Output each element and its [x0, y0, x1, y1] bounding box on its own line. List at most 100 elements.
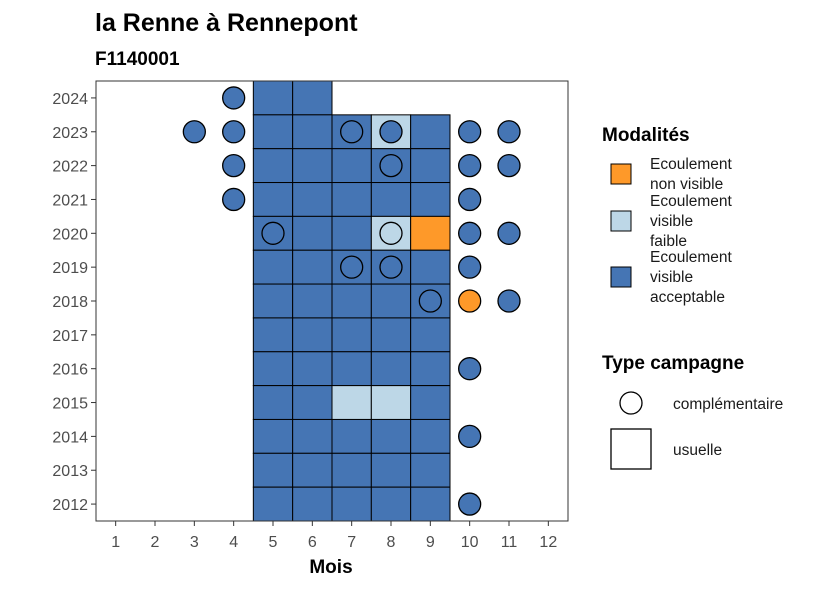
point-2021-10: [458, 187, 482, 212]
usuelle-tiles: [252, 80, 451, 522]
tile-2024-6: [292, 80, 333, 116]
chart-subtitle: F1140001: [95, 49, 180, 70]
legend-key-faible: [610, 210, 632, 232]
y-tick-label: 2021: [52, 192, 88, 209]
tile-2017-5: [252, 317, 294, 353]
tile-2012-6: [292, 486, 333, 522]
x-tick-label: 6: [308, 534, 317, 551]
y-axis: 2012 2013 2014 2015 2016 2017 2018 2019 2020 2021…: [52, 91, 96, 514]
point-2023-10: [458, 120, 482, 144]
point-2019-10: [458, 255, 482, 279]
tile-2020-7: [331, 215, 372, 251]
legend-type: complémentaire usuelle: [610, 391, 783, 470]
point-2022-8: [379, 153, 403, 178]
point-2018-10: [458, 289, 482, 313]
x-tick-label: 3: [190, 534, 199, 551]
tile-2014-8: [370, 418, 412, 454]
tile-2013-6: [292, 452, 333, 488]
tile-2014-9: [410, 418, 451, 454]
legend-type-title: Type campagne: [602, 353, 744, 374]
point-2012-10: [458, 492, 482, 516]
tile-2019-5: [252, 249, 294, 285]
legend-label-non_visible: Ecoulement: [650, 156, 733, 173]
y-tick-label: 2023: [52, 125, 88, 142]
tile-2016-9: [410, 351, 451, 387]
x-tick-label: 8: [387, 534, 396, 551]
tile-2017-9: [410, 317, 451, 353]
tile-2023-9: [410, 114, 451, 150]
x-tick-label: 11: [501, 534, 518, 551]
y-tick-label: 2019: [52, 260, 88, 277]
tile-2014-7: [331, 418, 372, 454]
point-2019-8: [379, 255, 403, 279]
tile-2023-6: [292, 114, 333, 150]
point-2020-11: [497, 221, 521, 245]
tile-2016-7: [331, 351, 372, 387]
point-2023-3: [182, 120, 206, 144]
tile-2015-8: [370, 385, 412, 420]
tile-2021-9: [410, 182, 451, 217]
tile-2018-8: [370, 283, 412, 319]
point-2018-9: [418, 289, 442, 313]
tile-2017-6: [292, 317, 333, 353]
tile-2022-7: [331, 148, 372, 184]
tile-2018-6: [292, 283, 333, 319]
y-tick-label: 2013: [52, 463, 88, 480]
point-2020-5: [261, 221, 285, 245]
tile-2019-9: [410, 249, 451, 285]
tile-2012-5: [252, 486, 294, 522]
y-tick-label: 2017: [52, 328, 88, 345]
tile-2013-5: [252, 452, 294, 488]
tile-2014-6: [292, 418, 333, 454]
tile-2017-8: [370, 317, 412, 353]
tile-2024-5: [252, 80, 294, 116]
legend-label-circle: complémentaire: [673, 396, 783, 413]
x-tick-label: 1: [111, 534, 120, 551]
legend-label-acceptable: Ecoulement: [650, 249, 733, 266]
point-2020-8: [379, 221, 403, 245]
x-tick-label: 12: [539, 534, 557, 551]
point-2022-11: [497, 153, 521, 178]
point-2023-7: [340, 120, 364, 144]
x-tick-label: 7: [347, 534, 356, 551]
legend-modalites-title: Modalités: [602, 125, 690, 146]
tile-2012-8: [370, 486, 412, 522]
tile-2015-6: [292, 385, 333, 420]
tile-2022-5: [252, 148, 294, 184]
tile-2017-7: [331, 317, 372, 353]
legend-label-square: usuelle: [673, 442, 722, 459]
tile-2013-9: [410, 452, 451, 488]
legend-key-square: [610, 428, 652, 470]
point-2023-11: [497, 120, 521, 144]
x-tick-label: 4: [229, 534, 238, 551]
point-2022-4: [222, 153, 246, 178]
legend-label-non_visible: non visible: [650, 176, 723, 193]
tile-2020-6: [292, 215, 333, 251]
point-2016-10: [458, 357, 482, 381]
point-2021-4: [222, 187, 246, 212]
y-tick-label: 2020: [52, 226, 88, 243]
point-2023-4: [222, 120, 246, 144]
x-axis: 1 2 3 4 5 6 7 8 9 10 11 12: [111, 521, 557, 551]
y-tick-label: 2022: [52, 159, 88, 176]
y-tick-label: 2012: [52, 497, 88, 514]
tile-2014-5: [252, 418, 294, 454]
point-2024-4: [222, 86, 246, 110]
tile-2019-6: [292, 249, 333, 285]
tile-2012-9: [410, 486, 451, 522]
x-tick-label: 2: [151, 534, 160, 551]
y-tick-label: 2018: [52, 294, 88, 311]
x-axis-title: Mois: [309, 557, 352, 578]
point-2022-10: [458, 153, 482, 178]
complementaire-points: [182, 86, 521, 516]
point-2023-8: [379, 120, 403, 144]
tile-2020-9: [410, 215, 451, 251]
point-2014-10: [458, 424, 482, 449]
legend-key-acceptable: [610, 266, 632, 288]
tile-2016-8: [370, 351, 412, 387]
point-2019-7: [340, 255, 364, 279]
tile-2021-5: [252, 182, 294, 217]
legend-label-faible: visible: [650, 213, 693, 230]
